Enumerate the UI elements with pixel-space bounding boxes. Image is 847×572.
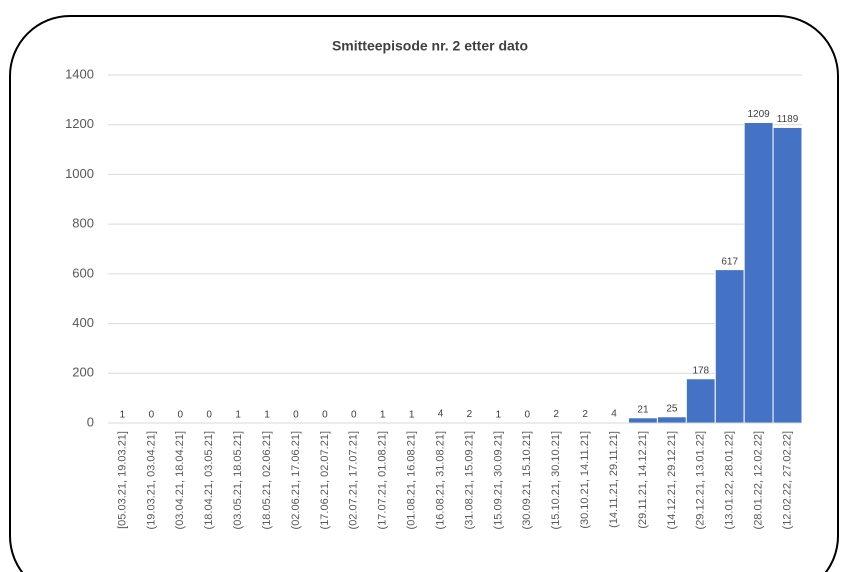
data-label: 0 xyxy=(178,410,184,421)
data-label: 0 xyxy=(293,410,299,421)
x-tick-label: (12.02.22, 27.02.22] xyxy=(781,431,793,529)
data-label: 0 xyxy=(206,410,212,421)
x-tick-label: (19.03.21, 03.04.21] xyxy=(145,431,157,529)
x-tick-label: (31.08.21, 15.09.21] xyxy=(463,431,475,529)
x-tick-label: (18.04.21, 03.05.21] xyxy=(203,431,215,529)
data-label: 0 xyxy=(525,410,531,421)
data-label: 1 xyxy=(264,409,270,420)
chart-title: Smitteepisode nr. 2 etter dato xyxy=(332,38,528,54)
data-label: 4 xyxy=(438,409,444,420)
data-label: 617 xyxy=(721,256,738,267)
data-label: 1 xyxy=(409,409,415,420)
x-tick-label: (29.11.21, 14.12.21] xyxy=(637,431,649,529)
x-tick-label: (03.05.21, 18.05.21] xyxy=(232,431,244,529)
x-tick-label: (14.12.21, 29.12.21] xyxy=(666,431,678,529)
y-tick-label: 400 xyxy=(72,315,94,330)
x-tick-label: (30.10.21, 14.11.21] xyxy=(579,431,591,529)
bar xyxy=(772,126,803,424)
x-tick-label: (14.11.21, 29.11.21] xyxy=(608,431,620,528)
data-label: 0 xyxy=(322,410,328,421)
x-tick-label: (01.08.21, 16.08.21] xyxy=(406,431,418,529)
x-tick-label: (16.08.21, 31.08.21] xyxy=(434,431,446,529)
y-tick-label: 600 xyxy=(72,265,94,280)
data-label: 1 xyxy=(496,409,502,420)
y-tick-label: 1200 xyxy=(65,116,94,131)
data-label: 2 xyxy=(467,409,473,420)
bar xyxy=(628,417,658,424)
x-tick-label: (17.06.21, 02.07.21] xyxy=(319,431,331,529)
bar xyxy=(656,416,687,424)
x-tick-label: (17.07.21, 01.08.21] xyxy=(377,431,389,529)
bar xyxy=(714,269,745,424)
data-label: 1189 xyxy=(777,114,799,125)
x-tick-label: (29.12.21, 13.01.22] xyxy=(695,431,707,529)
data-label: 0 xyxy=(149,410,155,421)
x-tick-label: (15.09.21, 30.09.21] xyxy=(492,431,504,529)
x-tick-label: (15.10.21, 30.10.21] xyxy=(550,431,562,529)
x-tick-label: (03.04.21, 18.04.21] xyxy=(174,431,186,529)
data-label: 25 xyxy=(666,403,678,414)
data-label: 2 xyxy=(553,409,559,420)
data-label: 1209 xyxy=(748,109,771,120)
x-tick-label: (30.09.21, 15.10.21] xyxy=(521,431,533,529)
data-label: 1 xyxy=(380,409,386,420)
data-label: 2 xyxy=(582,409,588,420)
data-label: 1 xyxy=(120,409,126,420)
x-tick-label: (13.01.22, 28.01.22] xyxy=(724,431,736,529)
bar xyxy=(685,378,716,424)
y-tick-label: 1000 xyxy=(65,166,94,181)
x-tick-label: (18.05.21, 02.06.21] xyxy=(261,431,273,529)
data-label: 1 xyxy=(235,409,241,420)
data-label: 0 xyxy=(351,410,357,421)
data-label: 178 xyxy=(692,365,709,376)
x-tick-label: [05.03.21, 19.03.21] xyxy=(116,431,128,529)
chart-frame xyxy=(9,15,839,572)
bar xyxy=(743,121,774,424)
x-tick-label: (02.07.21, 17.07.21] xyxy=(348,431,360,529)
y-tick-label: 1400 xyxy=(65,66,94,81)
y-tick-label: 800 xyxy=(72,216,94,231)
y-tick-label: 200 xyxy=(72,365,94,380)
data-label: 4 xyxy=(611,409,617,420)
y-tick-label: 0 xyxy=(87,414,94,429)
x-tick-label: (02.06.21, 17.06.21] xyxy=(290,431,302,529)
x-tick-label: (28.01.22, 12.02.22] xyxy=(753,431,765,529)
data-label: 21 xyxy=(637,404,649,415)
